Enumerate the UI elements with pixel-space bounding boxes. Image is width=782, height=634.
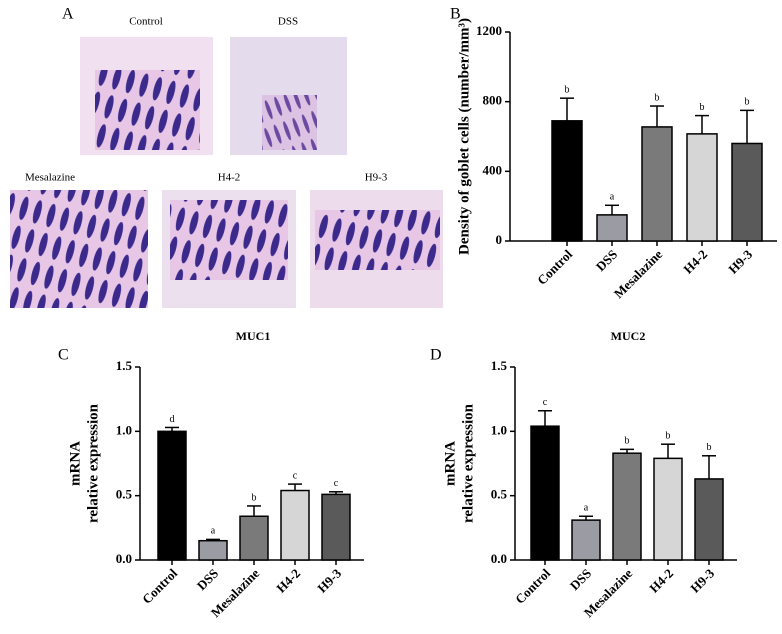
bar <box>612 452 642 561</box>
chart-title: MUC2 <box>611 329 646 343</box>
y-tick-label: 0.5 <box>491 487 508 502</box>
bar <box>551 120 583 242</box>
bar <box>321 493 351 561</box>
x-tick-label: Control <box>534 246 575 287</box>
significance-letter: b <box>666 430 671 441</box>
significance-letter: b <box>700 102 705 113</box>
y-tick-label: 0.0 <box>491 551 507 566</box>
bar <box>157 430 187 561</box>
x-tick-label: Control <box>139 565 180 606</box>
panel-label: B <box>450 6 461 23</box>
histology-tissue <box>170 200 288 280</box>
y-axis-label: relative expression <box>460 403 476 523</box>
image-label: DSS <box>278 16 298 28</box>
x-tick-label: H9-3 <box>314 565 344 595</box>
bar <box>653 457 683 561</box>
bar <box>571 519 601 561</box>
y-tick-label: 0.0 <box>116 551 132 566</box>
x-tick-label: H9-3 <box>687 565 717 595</box>
y-tick-label: 1.0 <box>491 422 507 437</box>
y-axis-label: mRNA <box>67 441 83 486</box>
significance-letter: b <box>655 92 660 103</box>
significance-letter: a <box>211 526 216 537</box>
x-tick-label: DSS <box>194 566 221 593</box>
y-axis-label: Density of goblet cells (number/mm³) <box>456 18 472 255</box>
significance-letter: c <box>293 470 298 481</box>
bar <box>596 214 628 242</box>
x-tick-label: Control <box>512 565 553 606</box>
x-tick-label: H4-2 <box>646 566 676 596</box>
x-tick-label: H9-3 <box>725 246 755 276</box>
y-axis-label: mRNA <box>442 441 458 486</box>
bar <box>731 142 763 242</box>
bar <box>198 539 228 561</box>
bar <box>641 126 673 242</box>
significance-letter: b <box>565 84 570 95</box>
histology-tissue <box>95 70 200 150</box>
histology-tissue <box>315 210 440 270</box>
y-tick-label: 1.0 <box>116 422 132 437</box>
y-tick-label: 1200 <box>476 23 502 38</box>
bar <box>280 489 310 561</box>
panel-label: C <box>58 347 69 364</box>
significance-letter: b <box>707 442 712 453</box>
bar <box>239 515 269 561</box>
significance-letter: b <box>252 492 257 503</box>
x-tick-label: H4-2 <box>680 247 710 277</box>
significance-letter: c <box>543 397 548 408</box>
image-label: Mesalazine <box>25 172 75 184</box>
image-label: H9-3 <box>365 172 388 184</box>
significance-letter: b <box>625 436 630 447</box>
image-label: Control <box>129 16 163 28</box>
y-tick-label: 1.5 <box>116 358 133 373</box>
bar <box>694 478 724 561</box>
histology-image <box>10 190 148 308</box>
x-tick-label: Mesalazine <box>611 246 666 301</box>
y-tick-label: 400 <box>483 162 503 177</box>
chart-title: MUC1 <box>236 329 271 343</box>
bar <box>530 425 560 561</box>
panel-label: A <box>62 6 74 23</box>
y-tick-label: 0 <box>496 232 503 247</box>
histology-tissue <box>262 95 317 150</box>
significance-letter: b <box>745 97 750 108</box>
panel-label: D <box>430 347 442 364</box>
y-axis-label: relative expression <box>85 403 101 523</box>
y-tick-label: 1.5 <box>491 358 508 373</box>
x-tick-label: H4-2 <box>273 566 303 596</box>
bar <box>686 133 718 242</box>
significance-letter: d <box>170 414 175 425</box>
significance-letter: a <box>584 503 589 514</box>
significance-letter: a <box>610 192 615 203</box>
y-tick-label: 800 <box>483 93 503 108</box>
image-label: H4-2 <box>218 172 241 184</box>
y-tick-label: 0.5 <box>116 487 133 502</box>
x-tick-label: DSS <box>593 247 620 274</box>
x-tick-label: DSS <box>567 566 594 593</box>
significance-letter: c <box>334 478 339 489</box>
